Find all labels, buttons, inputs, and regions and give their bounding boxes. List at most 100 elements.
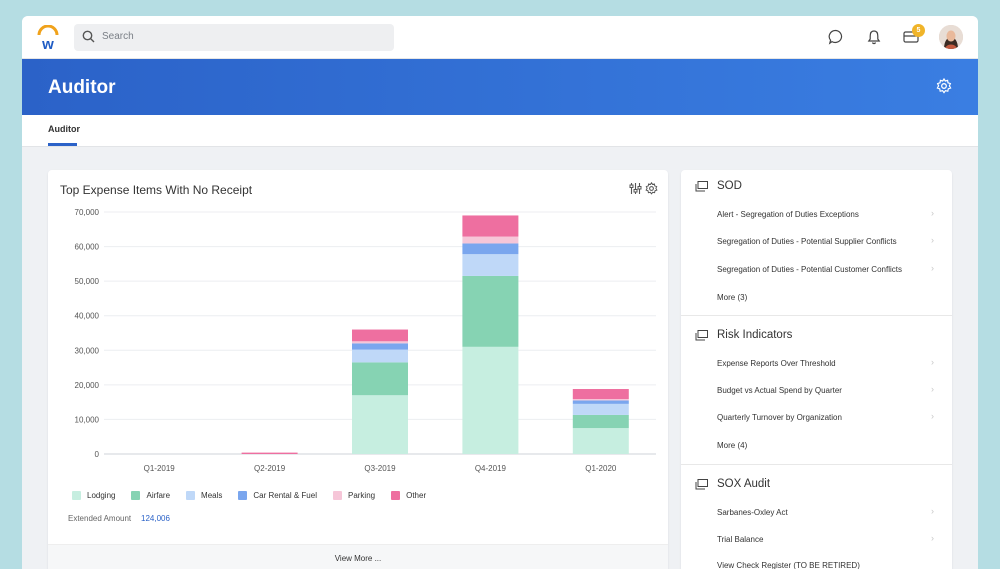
sox-header: SOX Audit <box>695 478 770 490</box>
chevron-right-icon: › <box>931 263 934 273</box>
page-title: Auditor <box>48 77 116 98</box>
bar-segment <box>462 254 519 276</box>
sod-item-1[interactable]: Alert - Segregation of Duties Exceptions <box>717 210 859 219</box>
report-lists-card: SOD Alert - Segregation of Duties Except… <box>681 170 952 569</box>
legend-label: Lodging <box>87 490 116 500</box>
bar-segment <box>572 399 629 401</box>
avatar-image <box>939 25 963 49</box>
bar-segment <box>352 395 408 454</box>
bar-segment <box>352 362 408 396</box>
search-box[interactable]: Search <box>74 24 394 51</box>
bar-segment <box>462 236 519 244</box>
legend-label: Other <box>406 490 427 500</box>
stack-icon <box>695 180 708 191</box>
legend-item[interactable]: Car Rental & Fuel <box>238 488 317 502</box>
y-tick-label: 10,000 <box>75 415 100 424</box>
view-more-button[interactable]: View More ... <box>48 544 668 569</box>
legend-label: Airfare <box>146 490 171 500</box>
bar-segment <box>462 215 519 237</box>
y-tick-label: 0 <box>95 450 100 459</box>
expense-chart-card: Top Expense Items With No Receipt 0 10,00… <box>48 170 668 569</box>
top-bar: w Search 5 <box>22 16 978 59</box>
legend-item[interactable]: Other <box>391 488 426 502</box>
bar-segment <box>572 403 629 415</box>
risk-item-3[interactable]: Quarterly Turnover by Organization <box>717 413 842 422</box>
stack-icon <box>695 329 708 340</box>
search-placeholder: Search <box>102 31 134 42</box>
legend-label: Car Rental & Fuel <box>253 490 317 500</box>
chevron-right-icon: › <box>931 235 934 245</box>
bar-segment <box>352 341 408 344</box>
x-tick-label: Q1-2019 <box>144 464 176 473</box>
legend-label: Meals <box>201 490 223 500</box>
stacked-bar-chart: 0 10,000 20,000 30,000 40,000 50,000 60,000 70,… <box>75 208 656 473</box>
active-tab-indicator <box>48 143 77 146</box>
bar-segment <box>462 243 519 255</box>
chevron-right-icon: › <box>931 506 934 516</box>
page-header: Auditor <box>22 59 978 115</box>
inbox-badge: 5 <box>912 24 925 37</box>
x-tick-label: Q2-2019 <box>254 464 286 473</box>
legend-swatch <box>391 490 401 500</box>
y-tick-label: 60,000 <box>75 243 100 252</box>
section-divider <box>681 315 952 316</box>
app-window: w Search 5 <box>22 16 978 569</box>
section-divider <box>681 464 952 465</box>
x-tick-label: Q4-2019 <box>475 464 507 473</box>
x-tick-label: Q1-2020 <box>585 464 617 473</box>
y-tick-label: 30,000 <box>75 346 100 355</box>
legend-swatch <box>186 490 196 500</box>
bar-segment <box>462 275 519 347</box>
y-tick-label: 70,000 <box>75 208 100 217</box>
bar-segment <box>572 428 629 454</box>
legend-item[interactable]: Lodging <box>72 488 115 502</box>
risk-item-1[interactable]: Expense Reports Over Threshold <box>717 359 836 368</box>
sod-item-2[interactable]: Segregation of Duties - Potential Suppli… <box>717 237 897 246</box>
legend-item[interactable]: Parking <box>332 488 376 502</box>
workday-logo[interactable]: w <box>36 25 60 51</box>
tab-bar: Auditor <box>22 115 978 147</box>
tab-auditor[interactable]: Auditor <box>48 124 80 134</box>
chart-title: Top Expense Items With No Receipt <box>60 183 253 197</box>
y-tick-label: 20,000 <box>75 381 100 390</box>
extended-amount-label: Extended Amount <box>68 514 132 523</box>
risk-header: Risk Indicators <box>695 329 792 341</box>
risk-more-link[interactable]: More (4) <box>717 441 748 450</box>
sox-item-1[interactable]: Sarbanes-Oxley Act <box>717 508 788 517</box>
bar-segment <box>572 414 629 429</box>
legend-swatch <box>332 490 342 500</box>
chat-icon[interactable] <box>828 29 844 45</box>
risk-title: Risk Indicators <box>717 329 793 341</box>
bar-segment <box>352 349 408 363</box>
chevron-right-icon: › <box>931 357 934 367</box>
bar-segment <box>462 346 519 454</box>
sod-more-link[interactable]: More (3) <box>717 293 748 302</box>
bar-segment <box>241 452 298 454</box>
legend-item[interactable]: Meals <box>186 488 222 502</box>
stack-icon <box>695 478 708 489</box>
sox-title: SOX Audit <box>717 478 771 490</box>
chart-settings-gear-icon[interactable] <box>645 182 658 195</box>
search-icon <box>82 30 95 43</box>
chevron-right-icon: › <box>931 411 934 421</box>
x-tick-label: Q3-2019 <box>364 464 396 473</box>
settings-gear-icon[interactable] <box>936 78 952 94</box>
extended-amount-value[interactable]: 124,006 <box>141 514 170 523</box>
sod-item-3[interactable]: Segregation of Duties - Potential Custom… <box>717 265 902 274</box>
filter-sliders-icon[interactable] <box>629 182 642 195</box>
legend-item[interactable]: Airfare <box>131 488 170 502</box>
bar-segment <box>572 400 629 404</box>
sox-item-3[interactable]: View Check Register (TO BE RETIRED) <box>717 561 860 569</box>
y-tick-label: 40,000 <box>75 312 100 321</box>
bell-icon[interactable] <box>867 29 881 45</box>
risk-item-2[interactable]: Budget vs Actual Spend by Quarter <box>717 386 842 395</box>
bar-segment <box>352 329 408 342</box>
chevron-right-icon: › <box>931 208 934 218</box>
legend-label: Parking <box>347 490 376 500</box>
sox-item-2[interactable]: Trial Balance <box>717 535 764 544</box>
user-avatar[interactable] <box>939 25 963 49</box>
legend-swatch <box>72 490 81 500</box>
chart-legend: Lodging Airfare Meals Car Rental & Fuel Park… <box>72 488 426 502</box>
sod-title: SOD <box>717 180 742 192</box>
svg-text:w: w <box>41 36 54 51</box>
